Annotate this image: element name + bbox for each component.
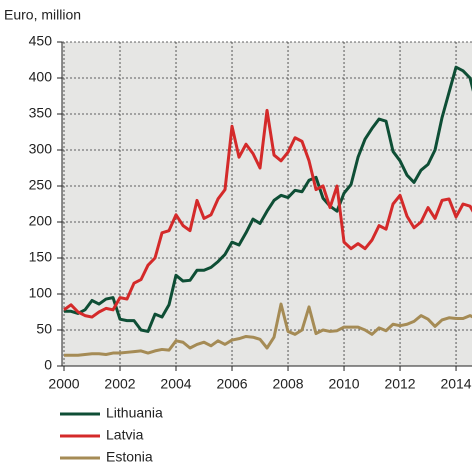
legend-label: Latvia [106, 427, 144, 443]
x-tick-label: 2004 [160, 376, 191, 392]
y-tick-label: 200 [29, 213, 53, 229]
series-line [63, 108, 472, 319]
y-tick-label: 100 [29, 285, 53, 301]
y-tick-label: 350 [29, 105, 53, 121]
y-tick-label: 50 [36, 321, 52, 337]
x-tick-label: 2014 [440, 376, 471, 392]
series-line [64, 302, 472, 357]
x-tick-label: 2008 [272, 376, 303, 392]
y-tick-label: 300 [29, 141, 53, 157]
legend-label: Estonia [106, 449, 153, 465]
legend-label: Lithuania [106, 405, 163, 421]
y-tick-label: 450 [29, 33, 53, 49]
y-tick-label: 250 [29, 177, 53, 193]
x-tick-label: 2002 [104, 376, 135, 392]
series-line [64, 65, 472, 333]
y-axis-label: Euro, million [4, 7, 81, 23]
x-tick-label: 2006 [216, 376, 247, 392]
y-tick-label: 150 [29, 249, 53, 265]
y-tick-label: 400 [29, 69, 53, 85]
x-tick-label: 2012 [384, 376, 415, 392]
x-tick-label: 2010 [328, 376, 359, 392]
x-tick-label: 2000 [48, 376, 79, 392]
plot-background [62, 42, 472, 366]
y-tick-label: 0 [44, 357, 52, 373]
